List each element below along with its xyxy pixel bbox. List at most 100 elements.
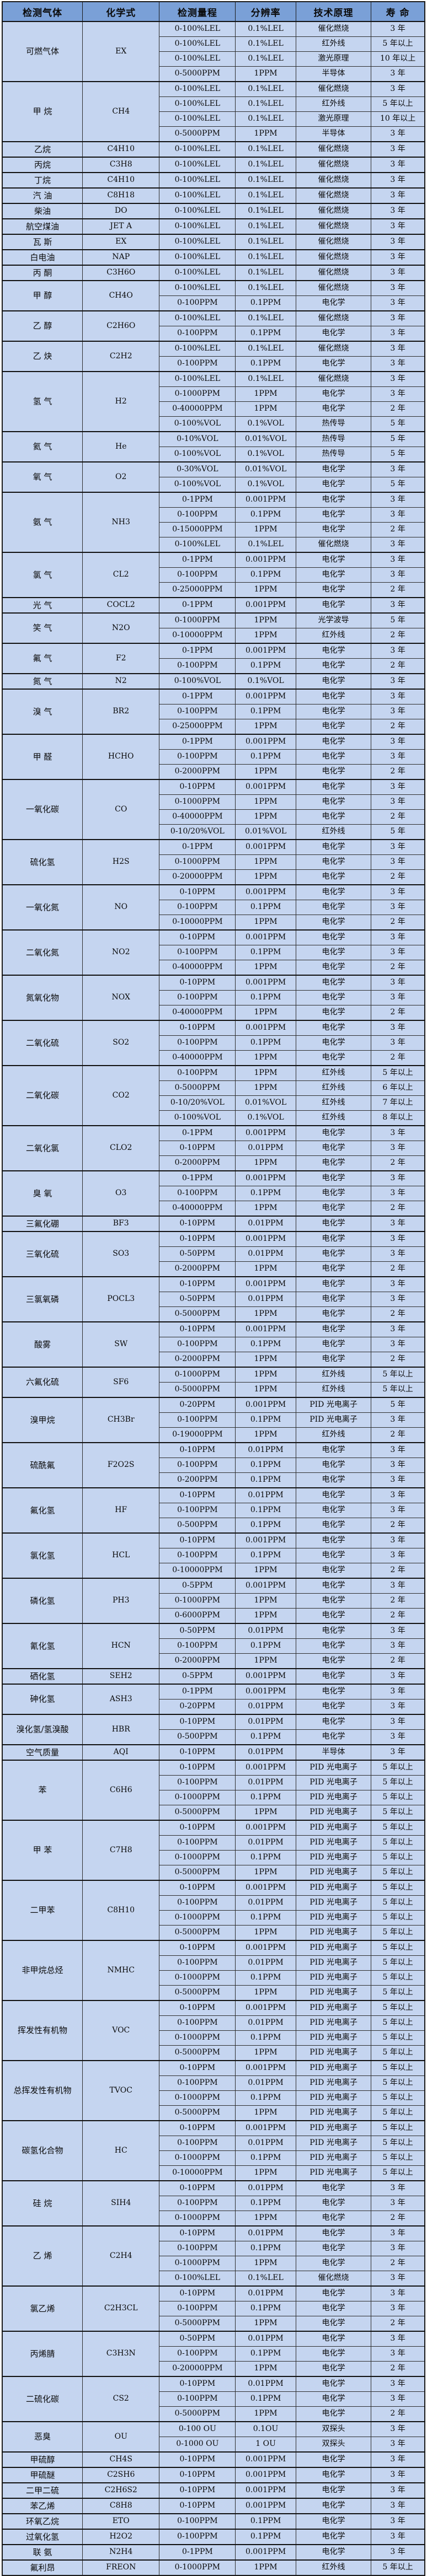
table-row: 0-100%LEL 0.1%LEL 红外线 5 年以上	[2, 96, 425, 112]
life-cell: 5 年以上	[371, 1850, 425, 1865]
formula-cell: ASH3	[82, 1684, 160, 1715]
formula-cell: C3H6O	[82, 265, 160, 281]
table-row: 0-100PPM 0.1PPM 电化学 3 年	[2, 507, 425, 523]
gas-name-cell: 甲硫醇	[2, 2451, 83, 2468]
principle-cell: 催化燃烧	[295, 21, 372, 37]
table-row: 0-100PPM 0.1PPM 电化学 3 年	[2, 2391, 425, 2407]
life-cell: 5 年以上	[371, 1367, 425, 1383]
resolution-cell: 0.001PPM	[235, 2451, 296, 2468]
range-cell: 0-10PPM	[159, 2482, 236, 2499]
life-cell: 3 年	[371, 779, 425, 795]
life-cell: 3 年	[371, 1684, 425, 1700]
principle-cell: PID 光电离子	[295, 2045, 372, 2061]
gas-name-cell: 甲硫醚	[2, 2467, 83, 2483]
life-cell: 2 年	[371, 658, 425, 674]
resolution-cell: 0.1%LEL	[235, 81, 296, 97]
range-cell: 0-100PPM	[159, 326, 236, 342]
table-row: 二氧化碳 CO2 0-100PPM 1PPM 红外线 5 年以上	[2, 1065, 425, 1126]
resolution-cell: 0.001PPM	[235, 552, 296, 568]
gas-name-cell: 笑 气	[2, 612, 83, 644]
life-cell: 3 年	[371, 734, 425, 750]
gas-name-cell: 甲 醛	[2, 734, 83, 780]
range-cell: 0-100%LEL	[159, 2271, 236, 2287]
gas-name-cell: 总挥发性有机物	[2, 2060, 83, 2121]
life-cell: 3 年	[371, 81, 425, 97]
life-cell: 3 年	[371, 1125, 425, 1141]
table-row: 0-100PPM 0.1PPM 电化学 3 年	[2, 1458, 425, 1473]
gas-name-cell: 碳氢化合物	[2, 2120, 83, 2181]
principle-cell: 催化燃烧	[295, 265, 372, 281]
formula-cell: CS2	[82, 2376, 160, 2422]
life-cell: 3 年	[371, 310, 425, 326]
range-cell: 0-10PPM	[159, 2120, 236, 2136]
resolution-cell: 0.1PPM	[235, 2090, 296, 2106]
table-row: 0-1000PPM 0.1PPM PID 光电离子 5 年以上	[2, 2150, 425, 2166]
life-cell: 2 年	[371, 869, 425, 885]
range-cell: 0-6000PPM	[159, 1608, 236, 1624]
range-cell: 0-10PPM	[159, 1744, 236, 1761]
principle-cell: PID 光电离子	[295, 1955, 372, 1971]
table-row: 0-15000PPM 1PPM 电化学 2 年	[2, 522, 425, 537]
range-cell: 0-10PPM	[159, 779, 236, 795]
table-row: 0-40000PPM 1PPM 电化学 2 年	[2, 960, 425, 976]
formula-cell: SO3	[82, 1231, 160, 1277]
life-cell: 3 年	[371, 2301, 425, 2316]
life-cell: 3 年	[371, 1548, 425, 1563]
life-cell: 3 年	[371, 234, 425, 250]
gas-name-cell: 环氧乙烷	[2, 2513, 83, 2530]
table-row: 甲硫醚 C2SH6 0-10PPM 0.001PPM 电化学 3 年	[2, 2467, 425, 2483]
table-row: 0-10/20%VOL 0.01%VOL 红外线 7 年以上	[2, 1095, 425, 1111]
principle-cell: 催化燃烧	[295, 371, 372, 387]
gas-name-cell: 丙烯腈	[2, 2331, 83, 2377]
principle-cell: 电化学	[295, 492, 372, 508]
table-row: 氯 气 CL2 0-1PPM 0.001PPM 电化学 3 年	[2, 552, 425, 598]
formula-cell: C2H4	[82, 2225, 160, 2287]
gas-name-cell: 三氟化硼	[2, 1216, 83, 1232]
table-row: 0-2000PPM 1PPM 电化学 2 年	[2, 1155, 425, 1171]
table-row: 0-100PPM 0.1PPM 电化学 3 年	[2, 1638, 425, 1654]
range-cell: 0-100PPM	[159, 2015, 236, 2031]
range-cell: 0-100PPM	[159, 1775, 236, 1790]
resolution-cell: 0.1PPM	[235, 2196, 296, 2211]
principle-cell: 电化学	[295, 2316, 372, 2332]
life-cell: 3 年	[371, 1216, 425, 1232]
table-row: 0-5000PPM 1PPM 半导体 3 年	[2, 126, 425, 142]
principle-cell: 电化学	[295, 1155, 372, 1171]
table-row: 0-100PPM 0.1PPM 电化学 3 年	[2, 2241, 425, 2256]
gas-name-cell: 一氧化氮	[2, 884, 83, 931]
range-cell: 0-100PPM	[159, 945, 236, 960]
resolution-cell: 1PPM	[235, 2316, 296, 2332]
table-row: 0-5000PPM 1PPM 半导体 3 年	[2, 66, 425, 82]
range-cell: 0-100PPM	[159, 990, 236, 1005]
range-cell: 0-10PPM	[159, 1760, 236, 1776]
table-row: 一氧化碳 CO 0-10PPM 0.001PPM 电化学 3 年	[2, 779, 425, 840]
header-range: 检测量程	[159, 1, 236, 22]
life-cell: 5 年以上	[371, 1775, 425, 1790]
table-row: 氢 气 H2 0-100%LEL 0.1%LEL 催化燃烧 3 年	[2, 371, 425, 432]
gas-name-cell: 氧 气	[2, 461, 83, 493]
gas-name-cell: 汽 油	[2, 187, 83, 204]
life-cell: 3 年	[371, 854, 425, 870]
formula-cell: CH4S	[82, 2451, 160, 2468]
range-cell: 0-1000PPM	[159, 612, 236, 628]
resolution-cell: 0.1%LEL	[235, 157, 296, 173]
table-row: 0-100PPM 0.1PPM 电化学 3 年	[2, 1548, 425, 1563]
principle-cell: 电化学	[295, 689, 372, 704]
life-cell: 6 年以上	[371, 1080, 425, 1096]
principle-cell: 电化学	[295, 2513, 372, 2530]
table-row: 0-1000PPM 0.1PPM PID 光电离子 5 年以上	[2, 2090, 425, 2106]
resolution-cell: 0.001PPM	[235, 1684, 296, 1700]
table-row: 酸雾 SW 0-10PPM 0.001PPM 电化学 3 年	[2, 1321, 425, 1368]
gas-name-cell: 航空煤油	[2, 218, 83, 235]
life-cell: 3 年	[371, 2391, 425, 2407]
life-cell: 3 年	[371, 2331, 425, 2347]
range-cell: 0-10PPM	[159, 1820, 236, 1836]
range-cell: 0-1000PPM	[159, 2150, 236, 2166]
range-cell: 0-500PPM	[159, 1518, 236, 1534]
range-cell: 0-1000PPM	[159, 386, 236, 402]
principle-cell: 电化学	[295, 552, 372, 568]
range-cell: 0-100%LEL	[159, 249, 236, 266]
resolution-cell: 1PPM	[235, 1382, 296, 1398]
resolution-cell: 0.01PPM	[235, 2376, 296, 2392]
life-cell: 3 年	[371, 507, 425, 523]
